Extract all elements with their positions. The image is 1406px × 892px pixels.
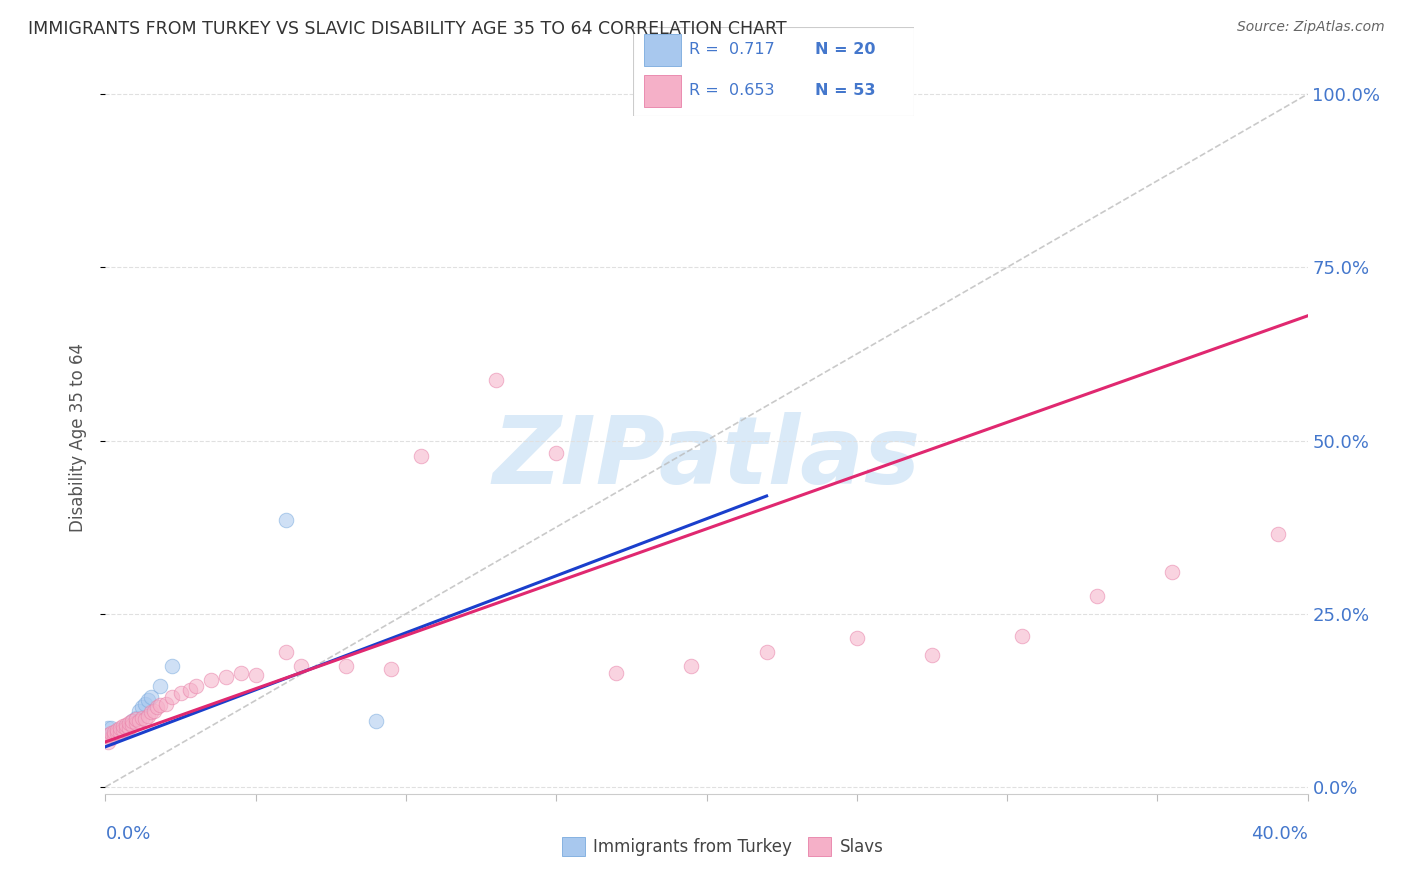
Point [335, 658, 357, 673]
FancyBboxPatch shape [644, 34, 681, 66]
Point [124, 712, 146, 726]
Point [169, 686, 191, 700]
Point [107, 723, 129, 738]
Point [97, 721, 120, 735]
Text: R =  0.653: R = 0.653 [689, 84, 775, 98]
Point [112, 721, 135, 735]
Point [921, 648, 943, 663]
Point [160, 658, 183, 673]
Point [145, 700, 167, 714]
Point [107, 726, 129, 740]
Point [121, 714, 143, 728]
Point [124, 716, 146, 731]
FancyBboxPatch shape [644, 75, 681, 107]
Text: N = 20: N = 20 [815, 43, 876, 57]
Point [128, 714, 150, 728]
Point [112, 723, 135, 738]
Text: Immigrants from Turkey: Immigrants from Turkey [593, 838, 792, 855]
Point [229, 665, 252, 680]
Point [134, 712, 156, 726]
Point [214, 671, 236, 685]
Text: R =  0.717: R = 0.717 [689, 43, 775, 57]
Point [142, 704, 165, 718]
Point [274, 645, 297, 659]
Point [139, 690, 162, 704]
Point [97, 728, 120, 742]
Point [200, 673, 222, 687]
Point [128, 704, 150, 718]
Point [115, 721, 138, 735]
Point [409, 449, 432, 463]
Text: IMMIGRANTS FROM TURKEY VS SLAVIC DISABILITY AGE 35 TO 64 CORRELATION CHART: IMMIGRANTS FROM TURKEY VS SLAVIC DISABIL… [28, 20, 787, 37]
Point [681, 658, 703, 673]
FancyBboxPatch shape [633, 27, 914, 116]
Point [107, 724, 129, 739]
Point [1267, 527, 1289, 541]
Point [115, 723, 138, 738]
Point [136, 709, 159, 723]
Point [148, 698, 170, 713]
Text: 40.0%: 40.0% [1251, 825, 1308, 843]
Point [155, 697, 177, 711]
Point [755, 645, 778, 659]
Point [139, 705, 162, 719]
Point [115, 717, 138, 731]
Point [605, 665, 627, 680]
Point [100, 726, 122, 740]
Point [110, 723, 132, 738]
Point [1085, 590, 1108, 604]
Point [103, 724, 125, 739]
Point [97, 728, 120, 742]
Point [546, 446, 568, 460]
Point [110, 721, 132, 735]
Point [485, 373, 508, 387]
Point [97, 735, 120, 749]
Point [131, 700, 153, 714]
Text: Slavs: Slavs [839, 838, 883, 855]
Point [118, 721, 141, 735]
Point [118, 716, 141, 731]
Point [110, 724, 132, 739]
Point [131, 711, 153, 725]
Text: 0.0%: 0.0% [105, 825, 150, 843]
Point [380, 662, 402, 676]
Point [100, 721, 122, 735]
Point [1011, 629, 1033, 643]
Point [160, 690, 183, 704]
Point [124, 711, 146, 725]
Y-axis label: Disability Age 35 to 64: Disability Age 35 to 64 [69, 343, 87, 532]
Text: N = 53: N = 53 [815, 84, 876, 98]
Point [290, 658, 312, 673]
Point [245, 667, 267, 681]
Point [121, 717, 143, 731]
Point [845, 631, 868, 645]
Point [148, 680, 170, 694]
Point [179, 682, 201, 697]
Text: Source: ZipAtlas.com: Source: ZipAtlas.com [1237, 20, 1385, 34]
Point [100, 731, 122, 746]
Point [136, 693, 159, 707]
Point [274, 513, 297, 527]
Point [121, 714, 143, 728]
Point [134, 697, 156, 711]
Text: ZIPatlas: ZIPatlas [492, 412, 921, 505]
Point [364, 714, 387, 728]
Point [112, 719, 135, 733]
Point [1161, 565, 1184, 579]
Point [103, 728, 125, 742]
Point [103, 726, 125, 740]
Point [118, 717, 141, 731]
Point [184, 680, 207, 694]
